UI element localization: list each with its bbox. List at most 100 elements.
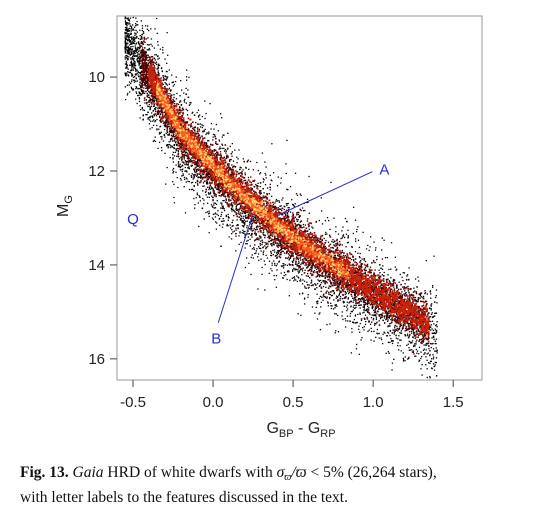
data-point: [142, 41, 144, 43]
data-point: [158, 132, 161, 134]
data-point: [338, 281, 341, 284]
data-point: [266, 204, 268, 206]
data-point: [405, 291, 407, 294]
data-point: [132, 76, 135, 79]
data-point: [315, 276, 317, 278]
data-point: [374, 277, 376, 279]
data-point: [148, 116, 150, 119]
data-point: [173, 138, 176, 140]
data-point: [137, 37, 140, 40]
data-point: [413, 353, 415, 355]
data-point: [272, 243, 274, 246]
data-point: [251, 236, 253, 238]
data-point: [288, 295, 291, 297]
data-point: [307, 287, 310, 289]
data-point: [182, 147, 184, 149]
data-point: [315, 271, 317, 273]
data-point: [126, 44, 128, 46]
data-point: [157, 71, 160, 74]
data-point: [231, 195, 234, 198]
data-point: [228, 159, 231, 161]
data-point: [312, 274, 314, 276]
data-point: [148, 96, 151, 99]
data-point: [309, 231, 312, 234]
data-point: [346, 242, 349, 244]
data-point: [148, 119, 151, 121]
data-point: [429, 290, 432, 292]
data-point: [182, 108, 185, 111]
data-point: [160, 147, 163, 149]
data-point: [246, 160, 249, 162]
data-point: [139, 29, 141, 32]
data-point: [149, 108, 151, 111]
data-point: [188, 180, 190, 183]
data-point: [257, 185, 259, 188]
data-point: [408, 347, 410, 349]
data-point: [148, 94, 150, 96]
data-point: [330, 295, 333, 297]
data-point: [165, 132, 167, 135]
data-point: [279, 233, 281, 235]
data-point: [287, 210, 290, 213]
data-point: [310, 266, 312, 269]
data-point: [193, 129, 196, 131]
data-point: [152, 124, 155, 127]
data-point: [388, 316, 391, 318]
data-point: [130, 33, 133, 35]
data-point: [285, 203, 288, 205]
data-point: [281, 209, 283, 212]
data-point: [436, 349, 438, 351]
data-point: [434, 364, 436, 366]
data-point: [344, 297, 346, 299]
data-point: [278, 260, 281, 262]
data-point: [206, 183, 209, 185]
data-point: [273, 251, 276, 253]
data-point: [213, 128, 215, 130]
data-point: [231, 233, 233, 235]
data-point: [297, 251, 299, 254]
data-point: [220, 154, 222, 157]
data-point: [198, 128, 201, 130]
data-point: [162, 75, 164, 77]
data-point: [431, 320, 434, 322]
data-point: [269, 204, 271, 206]
data-point: [127, 51, 130, 53]
data-point: [323, 251, 325, 253]
data-point: [227, 219, 229, 221]
data-point: [425, 344, 428, 346]
data-point: [355, 302, 357, 304]
data-point: [391, 342, 394, 345]
data-point: [153, 47, 156, 49]
data-point: [402, 323, 405, 326]
data-point: [292, 270, 294, 272]
data-point: [180, 111, 182, 113]
data-point: [230, 227, 232, 229]
data-point: [265, 166, 267, 168]
data-point: [408, 336, 410, 338]
data-point: [135, 29, 137, 32]
data-point: [139, 78, 141, 81]
data-point: [271, 270, 273, 272]
data-point: [260, 250, 262, 252]
data-point: [132, 53, 134, 55]
data-point: [150, 43, 152, 45]
data-point: [198, 138, 201, 141]
data-point: [138, 94, 140, 97]
data-point: [145, 113, 147, 116]
data-point: [339, 297, 341, 300]
data-point: [378, 320, 380, 322]
data-point: [252, 169, 254, 171]
data-point: [425, 364, 427, 366]
data-point: [430, 346, 432, 349]
data-point: [420, 368, 422, 370]
data-point: [139, 57, 141, 59]
data-point: [208, 172, 210, 175]
data-point: [180, 103, 183, 106]
data-point: [131, 51, 133, 53]
data-point: [373, 272, 375, 274]
data-point: [174, 151, 176, 154]
data-point: [202, 185, 204, 187]
data-point: [391, 369, 393, 371]
data-point: [338, 282, 340, 285]
data-point: [178, 145, 181, 147]
